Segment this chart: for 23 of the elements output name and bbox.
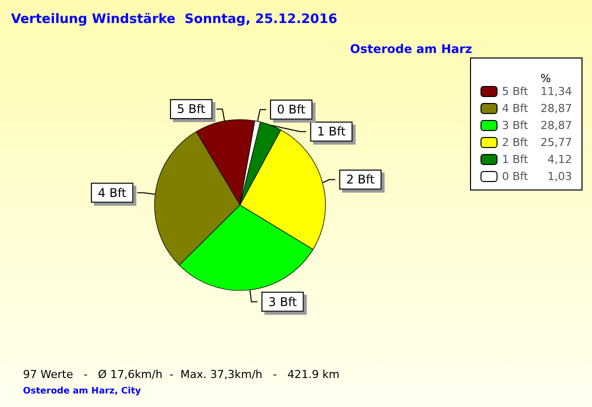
- slice-label: 2 Bft: [346, 172, 375, 187]
- data-label: 11,34: [540, 85, 572, 98]
- data-label: 28,87: [540, 119, 572, 132]
- slice-label: 0 Bft: [277, 102, 306, 117]
- legend-label: 3 Bft: [502, 119, 529, 132]
- legend-label: 1 Bft: [502, 153, 529, 166]
- data-label: 28,87: [540, 102, 572, 115]
- data-label: 1,03: [548, 170, 572, 183]
- legend-label: 5 Bft: [502, 85, 529, 98]
- text: 97 Werte - Ø 17,6km/h - Max. 37,3km/h - 421.9 km: [23, 368, 340, 381]
- slice-label: 3 Bft: [268, 294, 298, 309]
- legend-label: 2 Bft: [502, 136, 529, 149]
- slice-label: 5 Bft: [176, 102, 206, 116]
- text: Osterode am Harz, City: [23, 386, 142, 396]
- slice-label: 1 Bft: [317, 124, 346, 139]
- data-label: 25,77: [540, 136, 572, 149]
- chart-title: Verteilung Windstärke Sonntag, 25.12.2016: [11, 12, 338, 27]
- slice-label: 4 Bft: [98, 186, 127, 200]
- legend-label: 4 Bft: [502, 102, 529, 115]
- legend-title: %: [540, 72, 551, 85]
- chart-subtitle: Osterode am Harz: [350, 42, 472, 56]
- legend-label: 0 Bft: [502, 170, 529, 183]
- data-label: 4,12: [548, 153, 572, 166]
